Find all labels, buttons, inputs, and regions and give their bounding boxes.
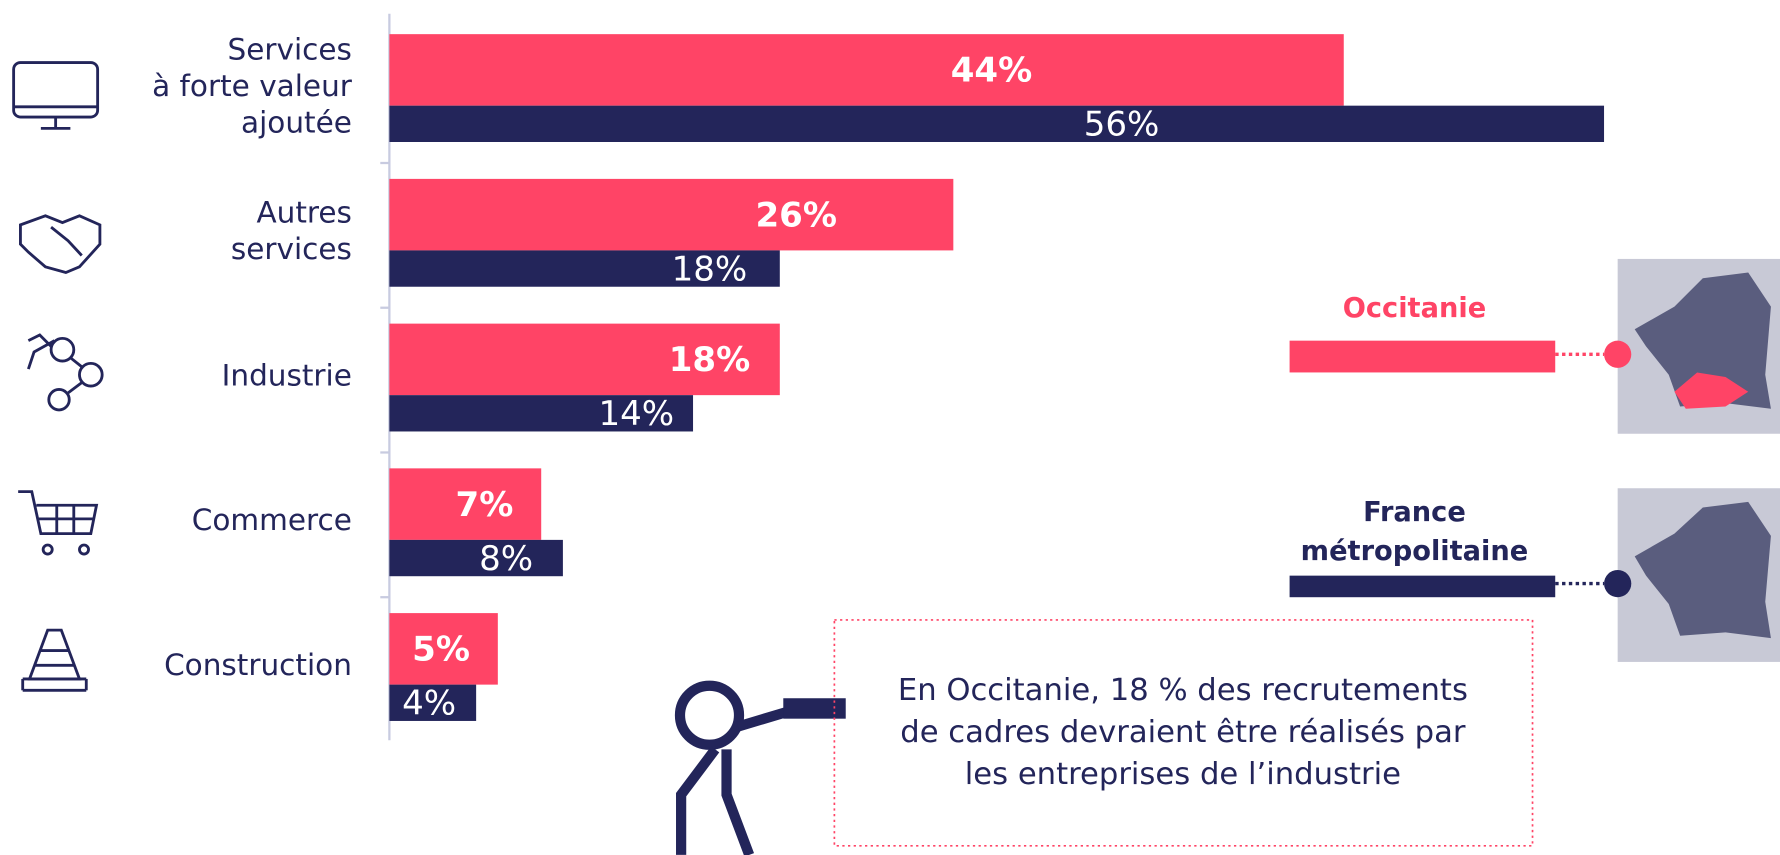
map-shape xyxy=(1634,501,1771,639)
value-label: 18% xyxy=(669,340,751,380)
map-shape xyxy=(1634,272,1771,409)
map-region xyxy=(1674,372,1749,409)
annotation-text: les entreprises de l’industrie xyxy=(965,757,1401,792)
annotation-text: En Occitanie, 18 % des recrutements xyxy=(898,673,1468,708)
icon-cart xyxy=(18,490,99,556)
category-label: Commerce xyxy=(192,503,352,537)
category-label: Construction xyxy=(164,648,352,682)
category-label: à forte valeur xyxy=(152,69,353,103)
annotation-text: de cadres devraient être réalisés par xyxy=(900,715,1466,750)
legend-text-box: Occitanie xyxy=(1342,291,1487,324)
bar xyxy=(389,395,694,432)
category-label: Services xyxy=(228,33,352,67)
bar xyxy=(389,250,780,287)
bar xyxy=(389,105,1605,142)
value-label: 7% xyxy=(456,485,514,525)
category-label: Industrie xyxy=(222,358,352,392)
bar xyxy=(389,539,563,577)
value-label: 44% xyxy=(951,51,1033,91)
bar xyxy=(389,34,1344,106)
value-label: 8% xyxy=(479,539,533,579)
category-label: services xyxy=(231,232,352,266)
bar xyxy=(389,468,542,540)
icon-robot-arm xyxy=(27,333,104,412)
bar xyxy=(389,684,477,721)
value-label: 4% xyxy=(402,684,456,724)
value-label: 56% xyxy=(1084,105,1160,145)
icon-telescope xyxy=(674,680,846,855)
legend-text-box: France métropolitaine xyxy=(1300,496,1529,567)
icon-handshake xyxy=(19,214,102,275)
bar xyxy=(389,178,954,251)
bar xyxy=(389,613,498,685)
category-label: ajoutée xyxy=(241,105,352,139)
icon-cone xyxy=(21,628,88,692)
value-label: 18% xyxy=(672,249,748,289)
legend-swatch xyxy=(1289,575,1556,598)
legend-label: France métropolitaine xyxy=(1300,496,1529,567)
value-label: 26% xyxy=(755,195,837,235)
value-label: 14% xyxy=(598,394,674,434)
icon-computer xyxy=(12,61,100,130)
category-label: Autres xyxy=(256,196,351,230)
legend-label: Occitanie xyxy=(1342,291,1487,324)
legend-dot xyxy=(1604,569,1632,598)
bar xyxy=(389,323,780,396)
legend-swatch xyxy=(1289,340,1556,373)
value-label: 5% xyxy=(412,630,470,670)
legend-dot xyxy=(1604,340,1632,368)
annotation-box xyxy=(833,619,1534,847)
